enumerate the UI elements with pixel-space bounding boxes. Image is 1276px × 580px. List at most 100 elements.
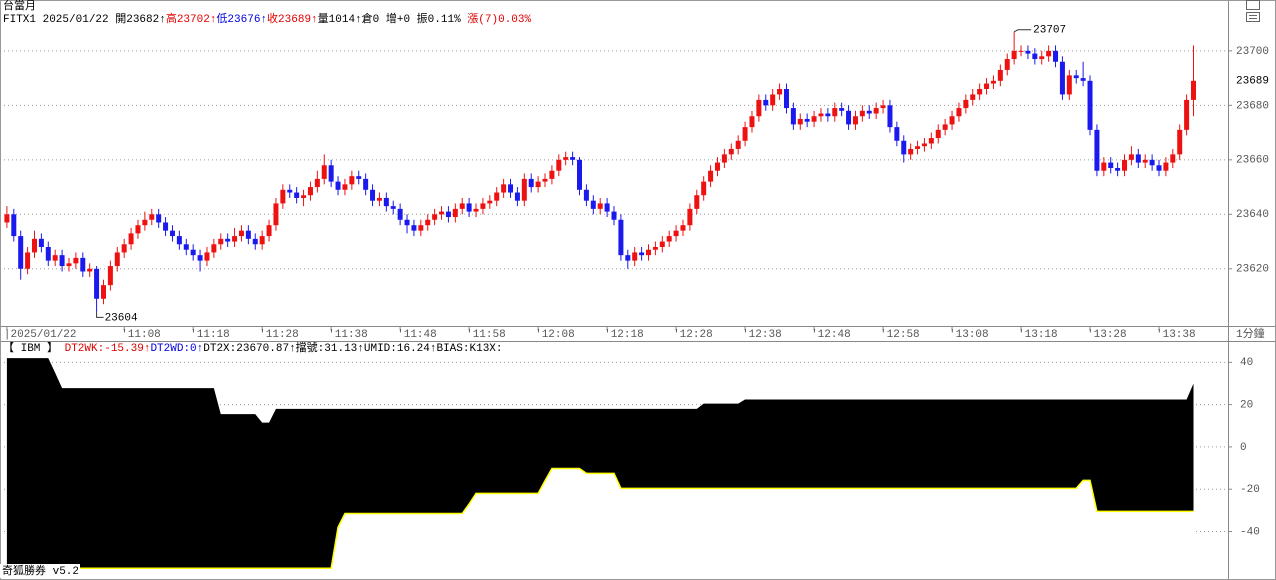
window-button[interactable] xyxy=(1246,0,1260,10)
candle-body xyxy=(1170,154,1176,163)
candle-body xyxy=(418,225,424,231)
candle-body xyxy=(107,266,113,286)
candle-body xyxy=(1087,80,1093,130)
candle-body xyxy=(880,105,886,109)
indicator-panel: 40 20 0 -20 -40 xyxy=(0,357,1260,578)
candle-body xyxy=(749,116,755,128)
x-tick-label: '13:28 xyxy=(1087,329,1127,341)
candle-body xyxy=(480,203,486,209)
candle-body xyxy=(632,252,638,261)
y-tick-label: 20 xyxy=(1240,400,1253,412)
candle-body xyxy=(839,108,845,111)
candle-body xyxy=(611,211,617,220)
candle-body xyxy=(314,178,320,188)
candle-body xyxy=(597,203,603,209)
candle-body xyxy=(121,244,127,253)
candle-body xyxy=(169,230,175,237)
candle-body xyxy=(363,178,369,190)
candle-body xyxy=(528,178,534,188)
info-segment: DT2WK:-15.39↑ xyxy=(65,343,151,355)
candle-body xyxy=(777,89,783,95)
candle-body xyxy=(1073,75,1079,79)
candle-body xyxy=(977,89,983,95)
candle-body xyxy=(459,203,465,209)
candle-body xyxy=(928,138,934,144)
last-price-label: 23689 xyxy=(1236,76,1269,88)
candle-body xyxy=(425,219,431,226)
candle-body xyxy=(521,178,527,201)
y-tick-label: 23700 xyxy=(1236,46,1269,58)
x-tick-label: '11:18 xyxy=(190,329,230,341)
candle-body xyxy=(287,189,293,193)
candle-body xyxy=(577,159,583,190)
candle-body xyxy=(342,184,348,190)
window-title: 台當月 xyxy=(3,0,36,13)
candle-body xyxy=(404,219,410,226)
y-tick-label: 23660 xyxy=(1236,155,1269,167)
candle-body xyxy=(439,211,445,215)
candle-body xyxy=(114,252,120,267)
candle-body xyxy=(370,189,376,201)
candle-body xyxy=(245,230,251,239)
candle-body xyxy=(783,89,789,109)
y-tick-label: 23640 xyxy=(1236,209,1269,221)
candle-body xyxy=(970,94,976,100)
candle-body xyxy=(997,69,1003,81)
candle-body xyxy=(197,255,203,261)
info-segment: FITX1 2025/01/22 開23682↑ xyxy=(3,12,166,26)
candle-body xyxy=(811,116,817,122)
candle-body xyxy=(301,195,307,198)
candle-body xyxy=(570,157,576,160)
candle-body xyxy=(383,197,389,207)
candle-body xyxy=(1115,168,1121,171)
candle-body xyxy=(680,225,686,231)
candle-body xyxy=(321,165,327,179)
candle-body xyxy=(1080,78,1086,81)
price-panel: 23700 23680 23660 23640 23620 |2025/01/22 '11:… xyxy=(0,25,1269,341)
candle-body xyxy=(149,214,155,220)
candle-body xyxy=(556,159,562,171)
candle-body xyxy=(1156,165,1162,171)
interval-label: 1分鐘 xyxy=(1236,326,1265,341)
info-segment: 低23676↑ xyxy=(216,12,267,26)
candle-body xyxy=(190,249,196,256)
candle-body xyxy=(273,203,279,226)
candle-body xyxy=(211,244,217,253)
candle-body xyxy=(1122,159,1128,171)
x-tick-label: '11:48 xyxy=(397,329,437,341)
candle-body xyxy=(652,247,658,250)
candle-body xyxy=(990,80,996,84)
candle-body xyxy=(432,214,438,220)
candle-body xyxy=(232,236,238,242)
high-pointer xyxy=(1013,29,1032,33)
x-tick-label: '11:38 xyxy=(328,329,368,341)
candle-body xyxy=(238,230,244,237)
candle-body xyxy=(790,108,796,125)
x-tick-label: '11:08 xyxy=(121,329,161,341)
candle-body xyxy=(756,99,762,117)
candle-body xyxy=(852,116,858,125)
candle-body xyxy=(873,108,879,114)
candle-body xyxy=(618,219,624,256)
candle-body xyxy=(714,162,720,171)
info-segment: 量1014↑倉0 增+0 振0.11% xyxy=(318,11,468,26)
candle-body xyxy=(859,110,865,117)
candle-body xyxy=(411,225,417,231)
x-tick-label: '12:08 xyxy=(535,329,575,341)
candle-body xyxy=(846,110,852,125)
candle-body xyxy=(921,143,927,147)
x-tick-label: '13:08 xyxy=(949,329,989,341)
candle-body xyxy=(25,252,31,269)
candle-body xyxy=(694,195,700,209)
candle-body xyxy=(445,211,451,218)
candle-body xyxy=(11,214,17,237)
candle-body xyxy=(1163,162,1169,171)
window-button[interactable] xyxy=(1246,12,1260,22)
quote-info: FITX1 2025/01/22 開23682↑高23702↑低23676↑收2… xyxy=(3,11,531,26)
candle-body xyxy=(1191,80,1197,100)
y-tick-label: 40 xyxy=(1240,357,1253,369)
candle-body xyxy=(604,203,610,212)
candle-body xyxy=(31,238,37,253)
candle-body xyxy=(721,154,727,163)
candle-body xyxy=(763,99,769,106)
